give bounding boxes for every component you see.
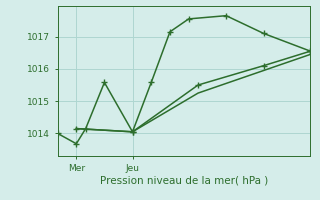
X-axis label: Pression niveau de la mer( hPa ): Pression niveau de la mer( hPa ) (100, 175, 268, 185)
